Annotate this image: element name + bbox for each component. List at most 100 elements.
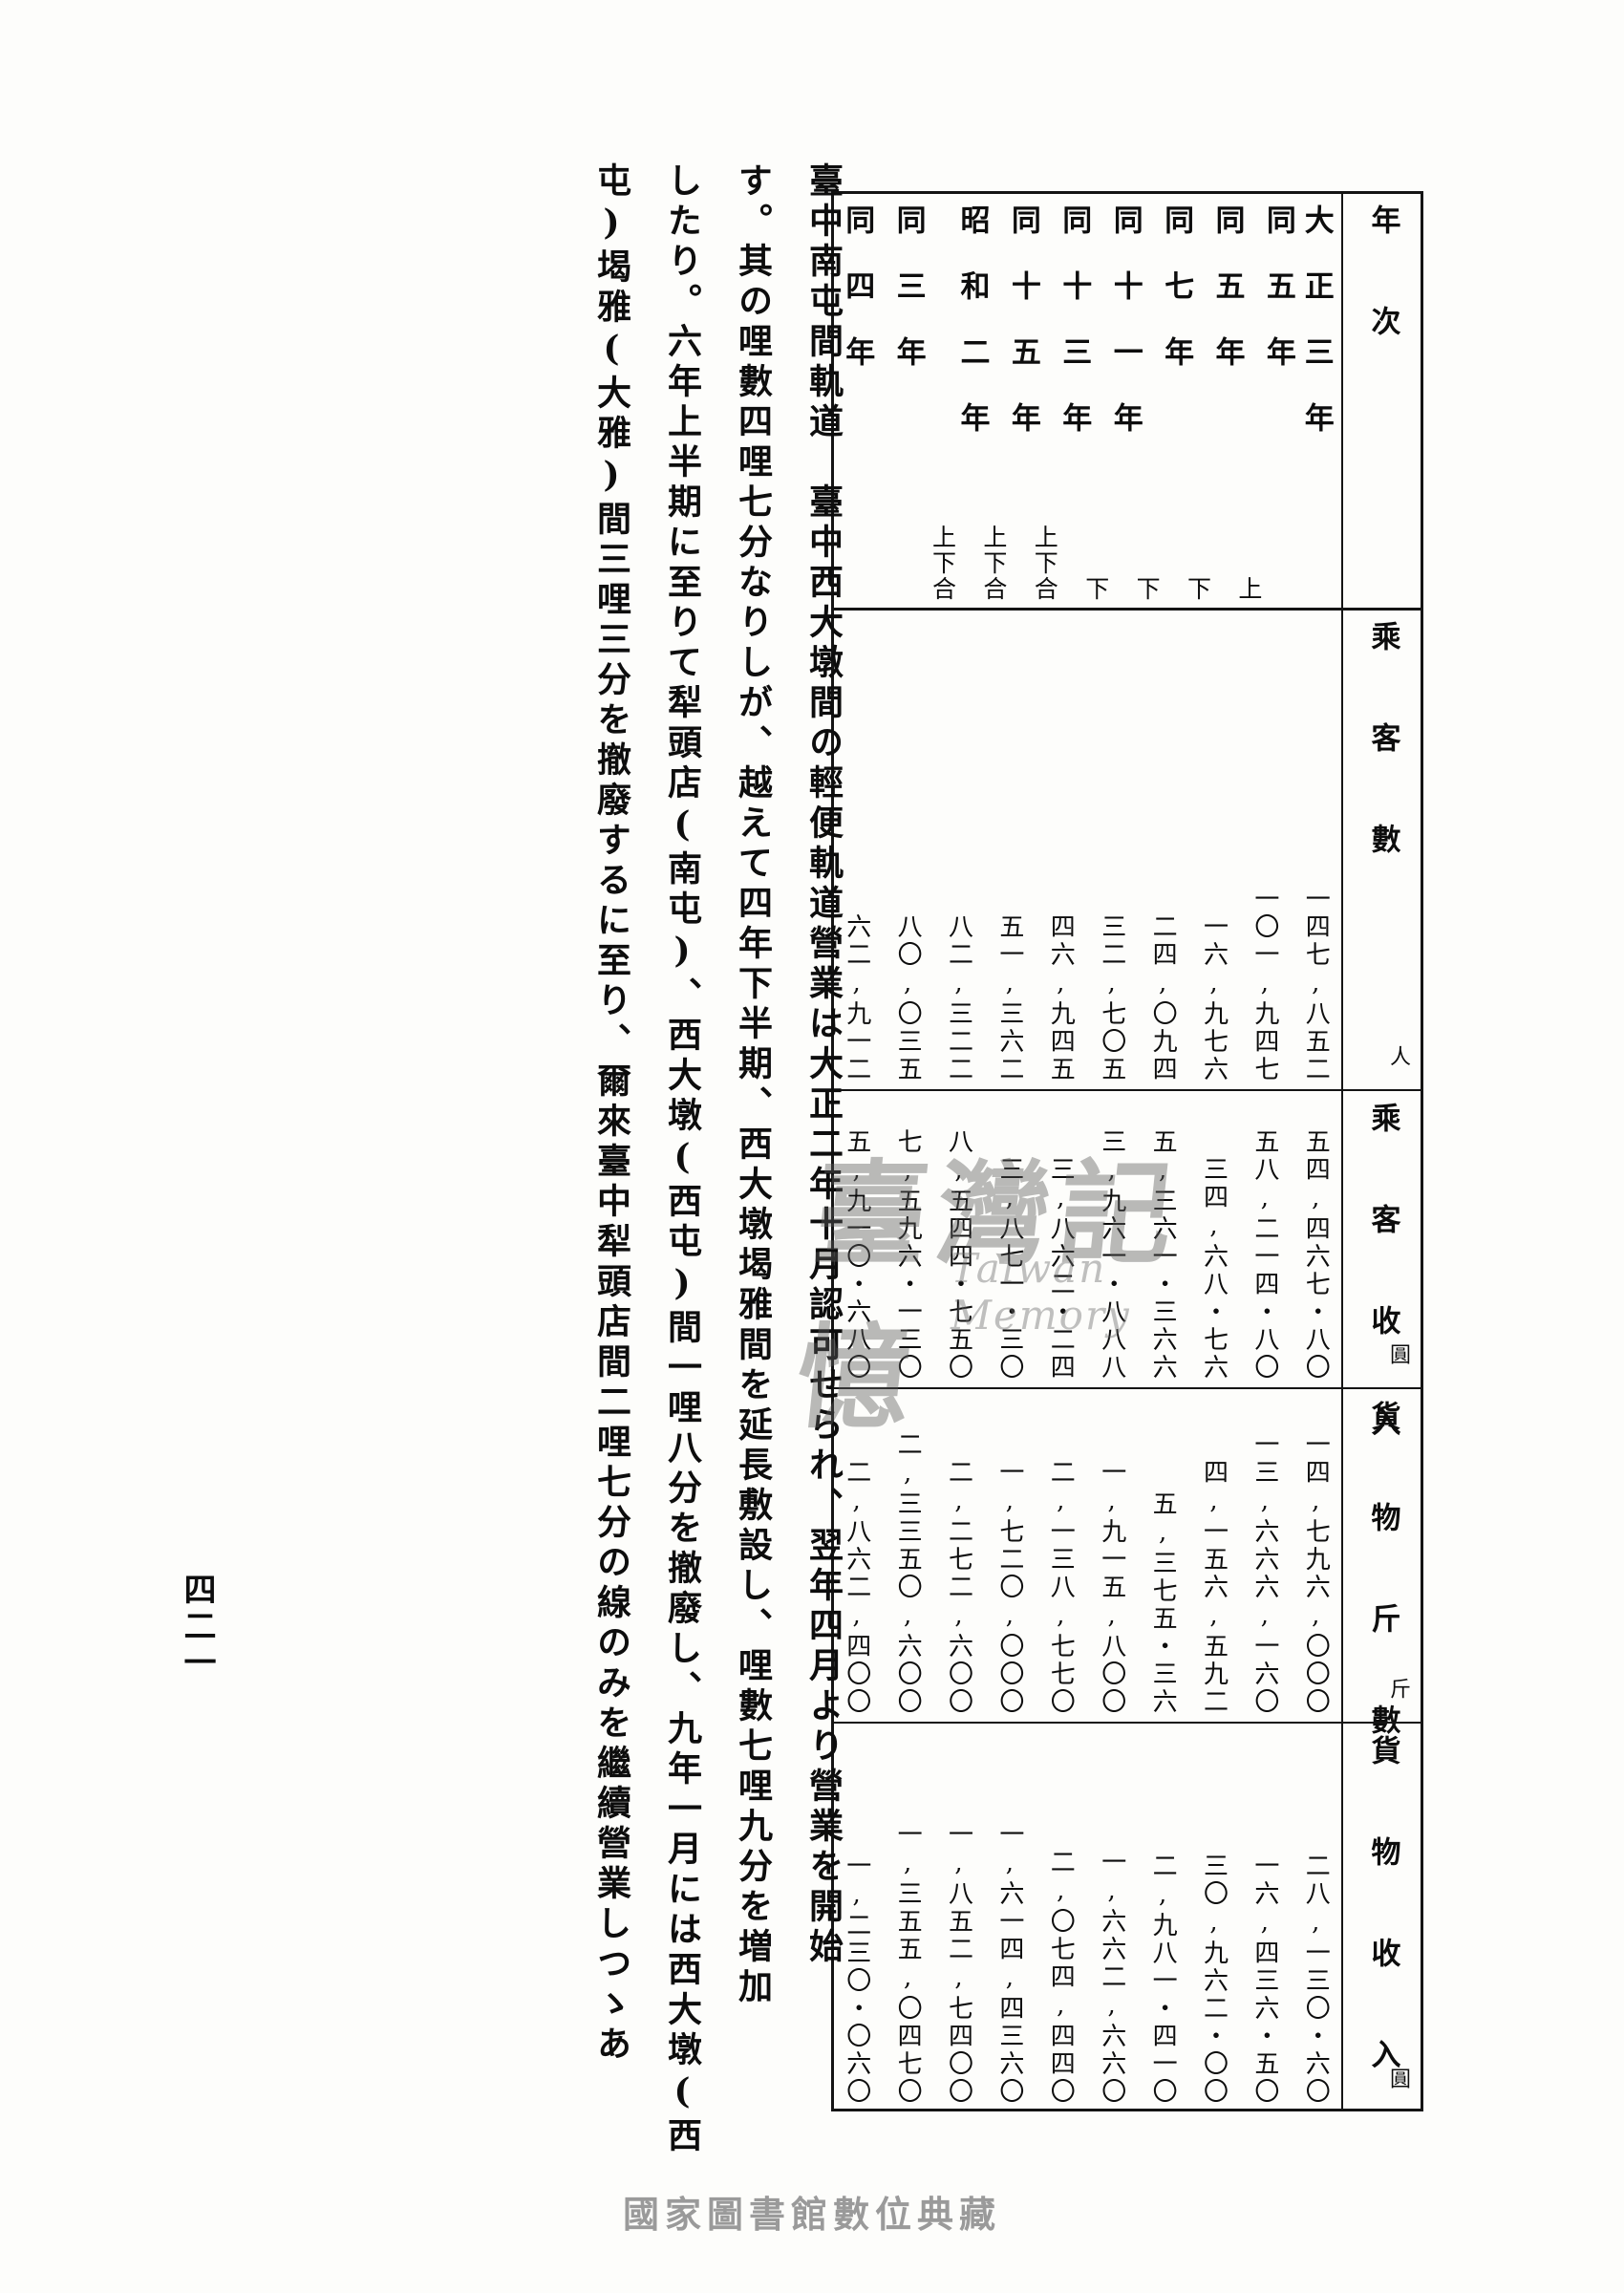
table-cell-year: 同十三年上下合 bbox=[1031, 191, 1092, 608]
table-value: 一,八五二,七四〇〇 bbox=[944, 1821, 973, 2106]
year-label: 昭和二年 bbox=[954, 204, 990, 468]
year-label: 大正三年 bbox=[1298, 204, 1334, 468]
table-cell-pax: 一六,九七六 bbox=[1188, 608, 1239, 1089]
table-cell-pax_rev: 三,九六一・八八八 bbox=[1086, 1089, 1137, 1387]
body-text-line: 臺中南屯間軌道 臺中西大墩間の輕便軌道營業は大正二年十月認可せられ、翌年四月より… bbox=[803, 162, 844, 1968]
table-cell-year: 同五年下 bbox=[1184, 191, 1245, 608]
year-half-label: 下 bbox=[1133, 576, 1162, 602]
table-cell-freight_kin: 二,一三八,七七〇 bbox=[1036, 1387, 1086, 1722]
rule-after-freight-weight bbox=[831, 1722, 1423, 1724]
table-value: 三,八六二・二四 bbox=[1046, 1156, 1076, 1382]
table-value: 二八,一三〇・六〇 bbox=[1301, 1853, 1331, 2106]
header-passenger-revenue: 乘 客 收 入 bbox=[1365, 1103, 1400, 1457]
table-value: 三二,七〇五 bbox=[1097, 913, 1126, 1083]
archive-footer: 國家圖書館數位典藏 bbox=[622, 2193, 1001, 2236]
year-label: 同五年 bbox=[1209, 204, 1245, 402]
table-value: 一,三五五,〇四七〇 bbox=[893, 1821, 923, 2106]
table-value: 一,九一五,八〇〇 bbox=[1097, 1459, 1126, 1716]
table-value: 一〇一,九四七 bbox=[1250, 886, 1279, 1083]
table-outer-border bbox=[831, 191, 1423, 2111]
year-label: 同三年 bbox=[890, 204, 926, 402]
table-value: 七,五九六・一三〇 bbox=[893, 1128, 923, 1382]
table-cell-freight_rev: 一,三五五,〇四七〇 bbox=[882, 1722, 932, 2111]
page-number: 四二一 bbox=[178, 1573, 216, 1682]
table-cell-year: 同三年 bbox=[882, 191, 932, 608]
table-cell-pax_rev: 五,九一〇・六八〇 bbox=[831, 1089, 882, 1387]
table-value: 一,七二〇,〇〇〇 bbox=[994, 1459, 1024, 1716]
table-cell-year: 昭和二年上下合 bbox=[929, 191, 990, 608]
table-value: 五八,二一四・八〇 bbox=[1250, 1128, 1279, 1382]
table-cell-freight_kin: 二,八六二,四〇〇 bbox=[831, 1387, 882, 1722]
table-cell-freight_rev: 二,九八一・四一〇 bbox=[1137, 1722, 1187, 2111]
table-cell-freight_rev: 一,二三〇・〇六〇 bbox=[831, 1722, 882, 2111]
table-cell-pax_rev: 五,三六一・三六六 bbox=[1137, 1089, 1187, 1387]
table-value: 五,九一〇・六八〇 bbox=[842, 1128, 871, 1382]
table-value: 一六,九七六 bbox=[1199, 913, 1229, 1083]
year-label: 同七年 bbox=[1159, 204, 1194, 402]
unit-people: 人 bbox=[1386, 1045, 1410, 1066]
year-label: 同十五年 bbox=[1005, 204, 1040, 468]
year-label: 同十三年 bbox=[1057, 204, 1092, 468]
table-cell-pax: 四六,九四五 bbox=[1036, 608, 1086, 1089]
unit-yen-freight: 圓 bbox=[1386, 2068, 1410, 2089]
year-half-label: 上下合 bbox=[929, 525, 957, 602]
body-text-line: 屯)堨雅(大雅)間三哩三分を撤廢するに至り、爾來臺中犁頭店間二哩七分の線のみを繼… bbox=[591, 162, 631, 2066]
table-cell-pax_rev: 三四,六八・七六 bbox=[1188, 1089, 1239, 1387]
table-cell-year: 同十一年下 bbox=[1082, 191, 1143, 608]
table-cell-freight_kin: 一四,七九六,〇〇〇 bbox=[1291, 1387, 1341, 1722]
table-cell-pax_rev: 八,五四四・七五〇 bbox=[933, 1089, 984, 1387]
table-cell-freight_rev: 一,六一四,四三六〇 bbox=[984, 1722, 1035, 2111]
table-value: 五四,四六七・八〇 bbox=[1301, 1128, 1331, 1382]
year-half-label: 上下合 bbox=[1031, 525, 1059, 602]
header-column-divider bbox=[1341, 191, 1343, 2111]
header-passengers: 乘 客 數 bbox=[1365, 621, 1400, 874]
table-data-area: 大正三年一四七,八五二五四,四六七・八〇一四,七九六,〇〇〇二八,一三〇・六〇 同… bbox=[831, 191, 1410, 2111]
table-cell-freight_rev: 三〇,九六二・〇〇 bbox=[1188, 1722, 1239, 2111]
table-cell-year: 同四年 bbox=[831, 191, 882, 608]
year-label: 同五年 bbox=[1260, 204, 1295, 402]
table-cell-pax_rev: 五四,四六七・八〇 bbox=[1291, 1089, 1341, 1387]
table-value: 二,九八一・四一〇 bbox=[1148, 1853, 1178, 2106]
table-cell-freight_kin: 一三,六六六,一六〇 bbox=[1239, 1387, 1290, 1722]
table-cell-pax_rev: 三,八七一・三〇 bbox=[984, 1089, 1035, 1387]
table-value: 一,六一四,四三六〇 bbox=[994, 1821, 1024, 2106]
statistics-table: 年 次 乘 客 數 乘 客 收 入 貨 物 斤 數 貨 物 收 入 大正三年 一四… bbox=[831, 191, 1423, 2111]
table-cell-pax: 三二,七〇五 bbox=[1086, 608, 1137, 1089]
table-value: 二,八六二,四〇〇 bbox=[842, 1459, 871, 1716]
table-cell-freight_rev: 一,六六二,六六〇 bbox=[1086, 1722, 1137, 2111]
table-cell-freight_rev: 二八,一三〇・六〇 bbox=[1291, 1722, 1341, 2111]
table-value: 一,六六二,六六〇 bbox=[1097, 1849, 1126, 2106]
unit-yen-passenger: 圓 bbox=[1386, 1343, 1410, 1364]
table-cell-pax_rev: 五八,二一四・八〇 bbox=[1239, 1089, 1290, 1387]
table-cell-freight_kin: 二,三三五〇,六〇〇 bbox=[882, 1387, 932, 1722]
year-half-label: 上下合 bbox=[979, 525, 1008, 602]
body-text-block: 臺中南屯間軌道 臺中西大墩間の輕便軌道營業は大正二年十月認可せられ、翌年四月より… bbox=[220, 162, 844, 2157]
table-cell-freight_kin: 二,二七二,六〇〇 bbox=[933, 1387, 984, 1722]
table-cell-pax: 六二,九一二 bbox=[831, 608, 882, 1089]
rule-after-passengers bbox=[831, 1089, 1423, 1091]
table-value: 一三,六六六,一六〇 bbox=[1250, 1431, 1279, 1716]
table-value: 二,三三五〇,六〇〇 bbox=[893, 1431, 923, 1716]
table-cell-pax_rev: 三,八六二・二四 bbox=[1036, 1089, 1086, 1387]
table-cell-freight_rev: 一六,四三六・五〇 bbox=[1239, 1722, 1290, 2111]
table-value: 一四七,八五二 bbox=[1301, 886, 1331, 1083]
table-cell-year: 同七年下 bbox=[1133, 191, 1194, 608]
table-value: 八〇,〇三五 bbox=[893, 913, 923, 1083]
table-value: 四六,九四五 bbox=[1046, 913, 1076, 1083]
table-value: 三〇,九六二・〇〇 bbox=[1199, 1853, 1229, 2106]
year-half-label: 下 bbox=[1184, 576, 1212, 602]
table-value: 三,八七一・三〇 bbox=[994, 1156, 1024, 1382]
table-cell-pax: 二四,〇九四 bbox=[1137, 608, 1187, 1089]
header-freight-weight: 貨 物 斤 數 bbox=[1365, 1401, 1400, 1755]
table-cell-pax: 五一,三六二 bbox=[984, 608, 1035, 1089]
unit-kin: 斤 bbox=[1386, 1678, 1410, 1699]
table-value: 二,〇七四,四四〇 bbox=[1046, 1849, 1076, 2106]
body-text-line: したり。六年上半期に至りて犁頭店(南屯)、西大墩(西屯)間一哩八分を撤廢し、九年… bbox=[662, 162, 702, 2157]
table-cell-pax_rev: 七,五九六・一三〇 bbox=[882, 1089, 932, 1387]
rule-after-year bbox=[831, 608, 1423, 611]
table-value: 一六,四三六・五〇 bbox=[1250, 1853, 1279, 2106]
table-cell-freight_kin: 四,一五六,五九二 bbox=[1188, 1387, 1239, 1722]
table-cell-freight_rev: 二,〇七四,四四〇 bbox=[1036, 1722, 1086, 2111]
year-half-label: 上 bbox=[1234, 576, 1263, 602]
table-cell-freight_kin: 五,三七五・三六 bbox=[1137, 1387, 1187, 1722]
